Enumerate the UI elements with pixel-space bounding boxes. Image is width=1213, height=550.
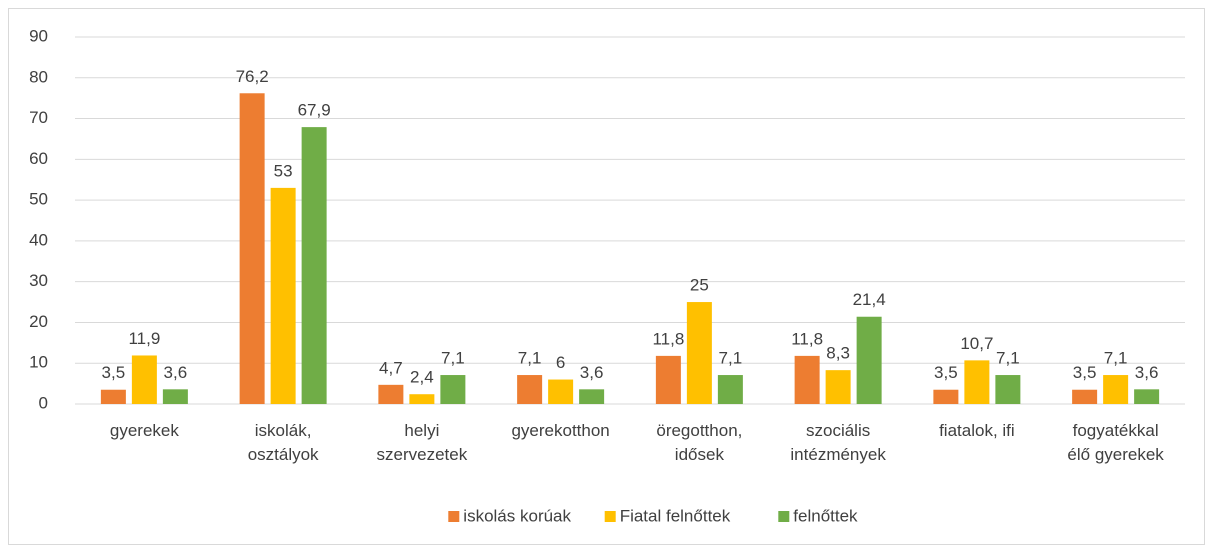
data-label: 21,4 xyxy=(853,290,886,309)
bar xyxy=(717,375,743,404)
data-label: 3,5 xyxy=(934,363,958,382)
bar xyxy=(856,316,882,404)
bar xyxy=(440,375,466,404)
data-label: 6 xyxy=(556,353,565,372)
y-tick-label: 80 xyxy=(29,67,48,86)
data-label: 7,1 xyxy=(1104,349,1128,368)
data-label: 53 xyxy=(274,161,293,180)
x-tick-label: helyi szervezetek xyxy=(377,421,468,464)
data-label: 67,9 xyxy=(298,101,331,120)
bar xyxy=(409,394,435,404)
data-label: 25 xyxy=(690,276,709,295)
y-tick-label: 60 xyxy=(29,149,48,168)
data-label: 11,9 xyxy=(128,329,160,348)
legend-label: iskolás korúak xyxy=(463,506,571,525)
x-tick-label: öregotthon, idősek xyxy=(656,421,742,464)
bar xyxy=(1103,375,1129,404)
y-tick-label: 20 xyxy=(29,312,48,331)
bar xyxy=(686,302,712,404)
bar xyxy=(794,355,820,404)
x-tick-label: fiatalok, ifi xyxy=(939,421,1015,440)
x-tick-label: gyerekek xyxy=(110,421,179,440)
data-label: 7,1 xyxy=(719,349,743,368)
x-tick-label: iskolák, osztályok xyxy=(248,421,319,464)
data-label: 7,1 xyxy=(441,349,465,368)
y-tick-label: 50 xyxy=(29,190,48,209)
x-tick-label: gyerekotthon xyxy=(511,421,609,440)
y-tick-label: 10 xyxy=(29,353,48,372)
legend-label: felnőttek xyxy=(793,506,858,525)
data-label: 7,1 xyxy=(518,349,542,368)
bar xyxy=(517,375,543,404)
data-label: 10,7 xyxy=(960,334,993,353)
chart-frame xyxy=(8,8,1205,545)
bar xyxy=(825,370,851,404)
data-label: 8,3 xyxy=(826,344,850,363)
bar xyxy=(995,375,1021,404)
bar xyxy=(378,384,404,404)
bar xyxy=(301,127,327,404)
legend-swatch xyxy=(448,511,460,522)
legend-swatch xyxy=(778,511,790,522)
bar xyxy=(579,389,605,404)
y-tick-label: 40 xyxy=(29,230,48,249)
data-label: 3,6 xyxy=(1135,363,1159,382)
data-label: 11,8 xyxy=(791,329,823,348)
bar xyxy=(1134,389,1160,404)
data-label: 2,4 xyxy=(410,368,434,387)
legend-swatch xyxy=(604,511,616,522)
x-tick-label: szociális intézmények xyxy=(790,421,886,464)
bar xyxy=(100,389,126,404)
data-label: 3,5 xyxy=(102,363,126,382)
data-label: 7,1 xyxy=(996,349,1020,368)
legend-label: Fiatal felnőttek xyxy=(620,506,731,525)
bar xyxy=(131,355,157,404)
y-tick-label: 90 xyxy=(29,26,48,45)
data-label: 3,6 xyxy=(164,363,188,382)
bar xyxy=(933,389,959,404)
data-label: 3,5 xyxy=(1073,363,1097,382)
bar xyxy=(162,389,188,404)
y-tick-label: 70 xyxy=(29,108,48,127)
data-label: 11,8 xyxy=(652,329,684,348)
bar xyxy=(270,187,296,404)
bar xyxy=(239,93,265,405)
data-label: 76,2 xyxy=(236,67,269,86)
data-label: 3,6 xyxy=(580,363,604,382)
bar xyxy=(964,360,990,404)
x-tick-label: fogyatékkal élő gyerekek xyxy=(1067,421,1164,464)
bar xyxy=(655,355,681,404)
y-tick-label: 0 xyxy=(39,393,48,412)
y-tick-label: 30 xyxy=(29,271,48,290)
bar xyxy=(1072,389,1098,404)
bar xyxy=(548,379,574,404)
data-label: 4,7 xyxy=(379,358,403,377)
